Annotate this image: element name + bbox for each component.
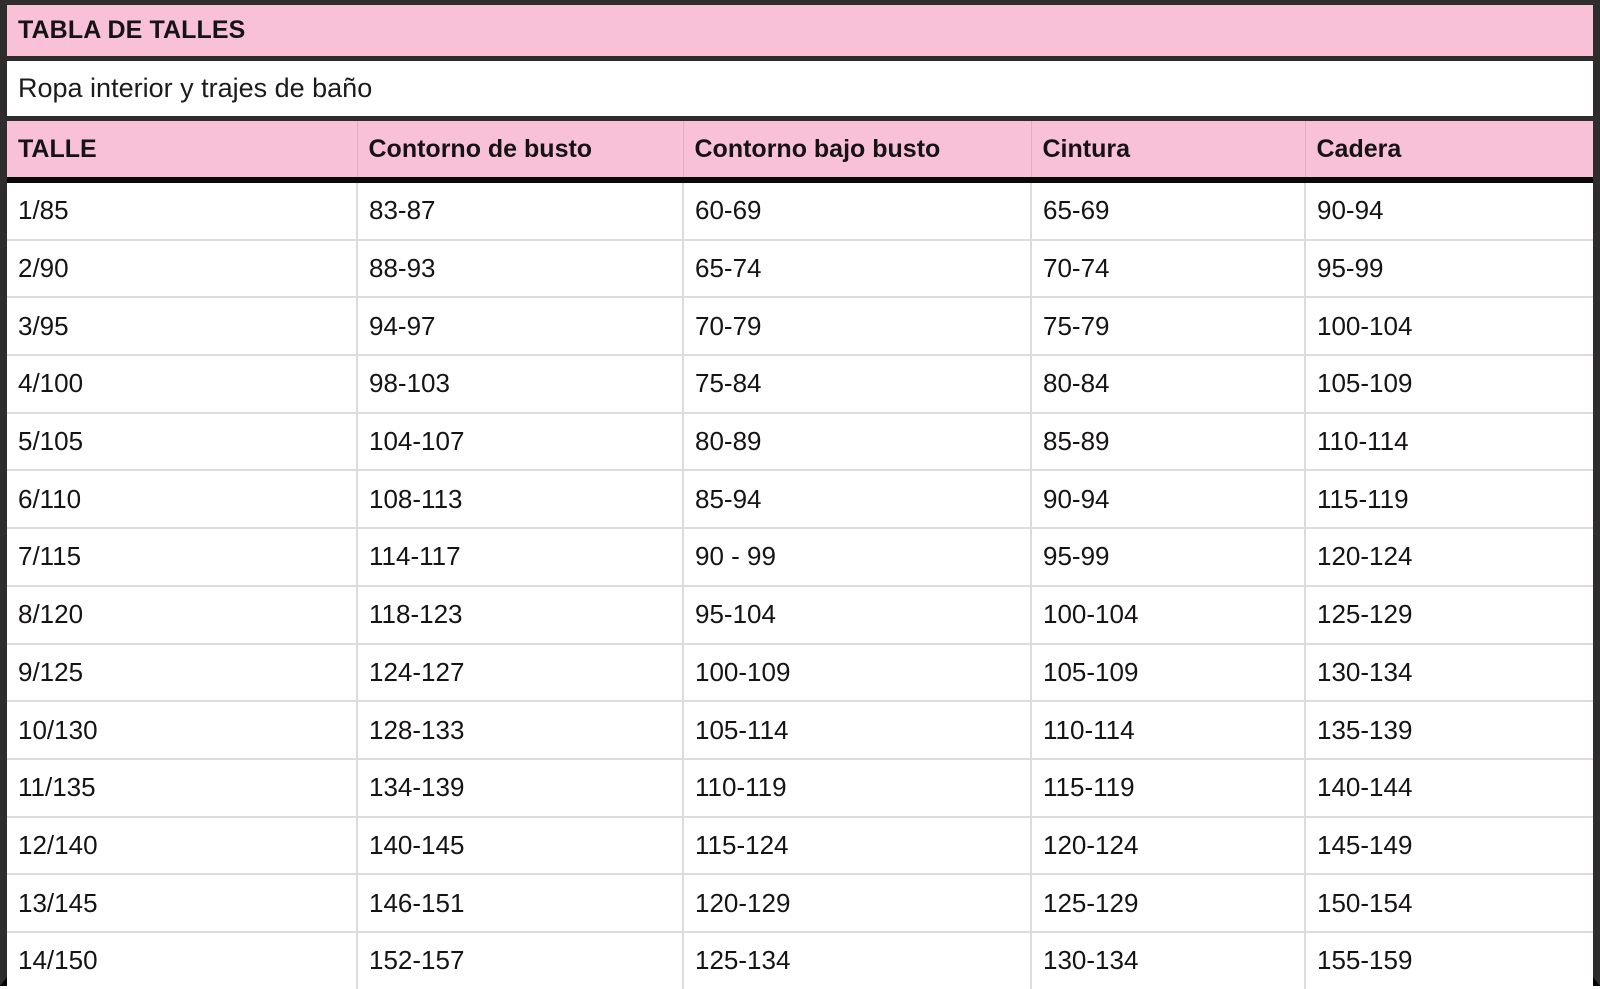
table-body: 1/85 83-87 60-69 65-69 90-94 2/90 88-93 65-74 70…	[7, 180, 1593, 989]
cell-measurement: 75-79	[1031, 297, 1306, 357]
cell-measurement: 90-94	[1031, 470, 1306, 530]
cell-measurement: 80-84	[1031, 355, 1306, 414]
cell-measurement: 98-103	[357, 355, 684, 414]
cell-talle: 10/130	[7, 701, 358, 760]
cell-measurement: 114-117	[357, 528, 684, 587]
table-row: 4/100 98-103 75-84 80-84 105-109	[7, 355, 1593, 414]
cell-talle: 6/110	[7, 470, 358, 530]
cell-talle: 7/115	[7, 528, 358, 587]
size-table: TALLE Contorno de busto Contorno bajo bu…	[7, 121, 1593, 989]
column-header-cintura: Cintura	[1031, 121, 1306, 183]
cell-measurement: 100-104	[1031, 585, 1306, 645]
cell-measurement: 140-144	[1305, 758, 1593, 818]
cell-talle: 1/85	[7, 180, 358, 241]
cell-measurement: 100-104	[1305, 297, 1593, 357]
cell-measurement: 100-109	[683, 643, 1032, 703]
cell-measurement: 108-113	[357, 470, 684, 530]
cell-talle: 8/120	[7, 585, 358, 645]
cell-measurement: 145-149	[1305, 816, 1593, 876]
table-row: 1/85 83-87 60-69 65-69 90-94	[7, 180, 1593, 241]
cell-measurement: 70-74	[1031, 239, 1306, 299]
cell-talle: 3/95	[7, 297, 358, 357]
table-row: 14/150 152-157 125-134 130-134 155-159	[7, 931, 1593, 989]
cell-measurement: 135-139	[1305, 701, 1593, 760]
cell-measurement: 120-129	[683, 874, 1032, 933]
cell-measurement: 115-119	[1305, 470, 1593, 530]
cell-measurement: 155-159	[1305, 931, 1593, 989]
cell-measurement: 125-129	[1031, 874, 1306, 933]
cell-measurement: 120-124	[1031, 816, 1306, 876]
cell-measurement: 120-124	[1305, 528, 1593, 587]
cell-measurement: 110-119	[683, 758, 1032, 818]
cell-measurement: 95-99	[1031, 528, 1306, 587]
cell-measurement: 130-134	[1031, 931, 1306, 989]
table-row: 9/125 124-127 100-109 105-109 130-134	[7, 643, 1593, 703]
cell-measurement: 128-133	[357, 701, 684, 760]
cell-measurement: 65-74	[683, 239, 1032, 299]
cell-measurement: 146-151	[357, 874, 684, 933]
table-row: 13/145 146-151 120-129 125-129 150-154	[7, 874, 1593, 933]
cell-talle: 2/90	[7, 239, 358, 299]
cell-talle: 13/145	[7, 874, 358, 933]
chart-title-bar: TABLA DE TALLES	[7, 5, 1593, 61]
cell-measurement: 110-114	[1305, 412, 1593, 472]
cell-measurement: 85-89	[1031, 412, 1306, 472]
table-row: 10/130 128-133 105-114 110-114 135-139	[7, 701, 1593, 760]
cell-measurement: 105-109	[1031, 643, 1306, 703]
cell-talle: 4/100	[7, 355, 358, 414]
cell-measurement: 70-79	[683, 297, 1032, 357]
cell-measurement: 90 - 99	[683, 528, 1032, 587]
cell-measurement: 130-134	[1305, 643, 1593, 703]
cell-measurement: 140-145	[357, 816, 684, 876]
cell-measurement: 80-89	[683, 412, 1032, 472]
table-row: 2/90 88-93 65-74 70-74 95-99	[7, 239, 1593, 299]
chart-subtitle: Ropa interior y trajes de baño	[18, 73, 373, 103]
cell-measurement: 88-93	[357, 239, 684, 299]
chart-subtitle-bar: Ropa interior y trajes de baño	[7, 61, 1593, 121]
table-row: 5/105 104-107 80-89 85-89 110-114	[7, 412, 1593, 472]
cell-measurement: 60-69	[683, 180, 1032, 241]
table-header-row: TALLE Contorno de busto Contorno bajo bu…	[7, 121, 1593, 183]
cell-measurement: 83-87	[357, 180, 684, 241]
cell-measurement: 65-69	[1031, 180, 1306, 241]
cell-talle: 11/135	[7, 758, 358, 818]
cell-measurement: 118-123	[357, 585, 684, 645]
table-row: 11/135 134-139 110-119 115-119 140-144	[7, 758, 1593, 818]
cell-measurement: 124-127	[357, 643, 684, 703]
cell-measurement: 95-104	[683, 585, 1032, 645]
cell-measurement: 150-154	[1305, 874, 1593, 933]
table-row: 8/120 118-123 95-104 100-104 125-129	[7, 585, 1593, 645]
column-header-contorno-bajo-busto: Contorno bajo busto	[683, 121, 1032, 183]
cell-measurement: 134-139	[357, 758, 684, 818]
cell-measurement: 115-119	[1031, 758, 1306, 818]
cell-measurement: 110-114	[1031, 701, 1306, 760]
column-header-contorno-de-busto: Contorno de busto	[357, 121, 684, 183]
cell-measurement: 105-114	[683, 701, 1032, 760]
cell-talle: 5/105	[7, 412, 358, 472]
cell-measurement: 104-107	[357, 412, 684, 472]
cell-measurement: 115-124	[683, 816, 1032, 876]
cell-measurement: 75-84	[683, 355, 1032, 414]
cell-measurement: 105-109	[1305, 355, 1593, 414]
cell-talle: 14/150	[7, 931, 358, 989]
chart-title: TABLA DE TALLES	[18, 16, 246, 44]
table-row: 7/115 114-117 90 - 99 95-99 120-124	[7, 528, 1593, 587]
cell-measurement: 125-134	[683, 931, 1032, 989]
table-row: 12/140 140-145 115-124 120-124 145-149	[7, 816, 1593, 876]
cell-measurement: 95-99	[1305, 239, 1593, 299]
table-row: 3/95 94-97 70-79 75-79 100-104	[7, 297, 1593, 357]
cell-measurement: 152-157	[357, 931, 684, 989]
cell-measurement: 85-94	[683, 470, 1032, 530]
column-header-talle: TALLE	[7, 121, 358, 183]
cell-talle: 9/125	[7, 643, 358, 703]
cell-talle: 12/140	[7, 816, 358, 876]
cell-measurement: 125-129	[1305, 585, 1593, 645]
table-header: TALLE Contorno de busto Contorno bajo bu…	[7, 121, 1593, 183]
cell-measurement: 94-97	[357, 297, 684, 357]
table-row: 6/110 108-113 85-94 90-94 115-119	[7, 470, 1593, 530]
cell-measurement: 90-94	[1305, 180, 1593, 241]
column-header-cadera: Cadera	[1305, 121, 1593, 183]
